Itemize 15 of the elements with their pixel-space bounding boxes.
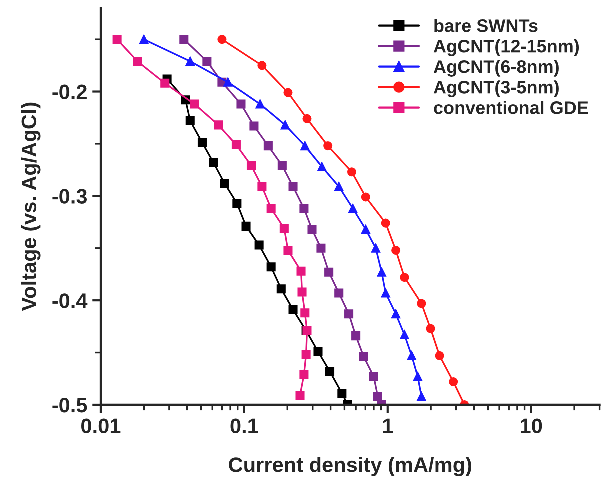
x-tick-label: 10 [521, 418, 542, 434]
y-tick-label: -0.2 [52, 84, 87, 100]
y-axis-title: Voltage (vs. Ag/AgCl) [21, 102, 41, 312]
y-tick-label: -0.3 [52, 189, 88, 204]
legend-label: conventional GDE [434, 101, 588, 114]
legend-label: bare SWNTs [434, 19, 538, 32]
x-tick-label: 0.01 [82, 418, 121, 434]
legend-label: AgCNT(6-8nm) [434, 60, 559, 77]
legend-label: AgCNT(3-5nm) [434, 80, 559, 98]
y-tick-label: -0.5 [52, 398, 88, 413]
x-axis-title: Current density (mA/mg) [229, 457, 472, 477]
legend-label: AgCNT(12-15nm) [434, 40, 580, 56]
x-tick-label: 0.1 [230, 418, 258, 434]
y-tick-label: -0.4 [52, 294, 88, 308]
x-tick-label: 1 [383, 418, 394, 434]
